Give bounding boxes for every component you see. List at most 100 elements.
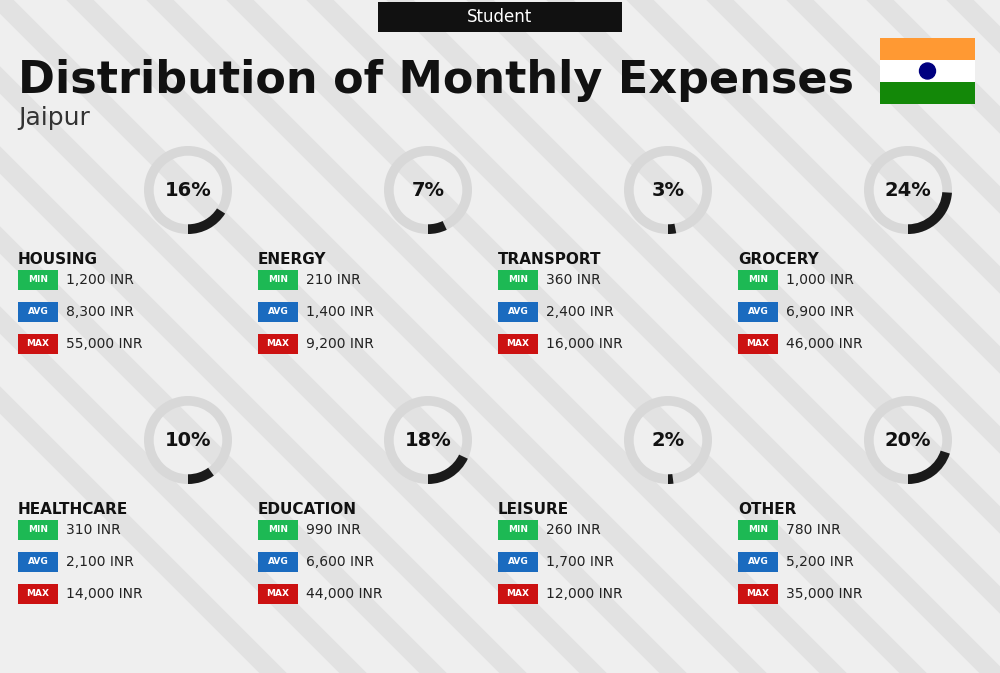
FancyBboxPatch shape — [498, 584, 538, 604]
Text: AVG: AVG — [28, 557, 48, 567]
Text: TRANSPORT: TRANSPORT — [498, 252, 602, 267]
FancyBboxPatch shape — [738, 270, 778, 290]
FancyBboxPatch shape — [738, 584, 778, 604]
FancyBboxPatch shape — [18, 520, 58, 540]
Wedge shape — [144, 146, 232, 234]
Text: MIN: MIN — [28, 526, 48, 534]
Text: MAX: MAX — [266, 339, 290, 349]
Text: 16,000 INR: 16,000 INR — [546, 337, 623, 351]
Wedge shape — [428, 455, 468, 484]
Text: 24%: 24% — [885, 180, 931, 199]
Text: AVG: AVG — [508, 557, 528, 567]
Text: GROCERY: GROCERY — [738, 252, 819, 267]
Wedge shape — [188, 468, 214, 484]
FancyBboxPatch shape — [18, 270, 58, 290]
Text: 18%: 18% — [405, 431, 451, 450]
Text: Distribution of Monthly Expenses: Distribution of Monthly Expenses — [18, 59, 854, 102]
FancyBboxPatch shape — [498, 334, 538, 354]
FancyBboxPatch shape — [880, 82, 975, 104]
Text: 310 INR: 310 INR — [66, 523, 121, 537]
Text: ENERGY: ENERGY — [258, 252, 326, 267]
Text: Jaipur: Jaipur — [18, 106, 90, 130]
Text: 5,200 INR: 5,200 INR — [786, 555, 854, 569]
Text: MAX: MAX — [266, 590, 290, 598]
Text: MAX: MAX — [507, 339, 530, 349]
Text: 20%: 20% — [885, 431, 931, 450]
Text: 3%: 3% — [652, 180, 684, 199]
Text: 780 INR: 780 INR — [786, 523, 841, 537]
FancyBboxPatch shape — [738, 520, 778, 540]
Text: 1,000 INR: 1,000 INR — [786, 273, 854, 287]
Text: MIN: MIN — [268, 526, 288, 534]
Wedge shape — [188, 209, 225, 234]
Wedge shape — [668, 474, 674, 484]
Wedge shape — [908, 192, 952, 234]
Text: MAX: MAX — [507, 590, 530, 598]
Text: 7%: 7% — [412, 180, 444, 199]
Text: 360 INR: 360 INR — [546, 273, 601, 287]
FancyBboxPatch shape — [498, 302, 538, 322]
Wedge shape — [624, 396, 712, 484]
Wedge shape — [428, 221, 447, 234]
Text: MAX: MAX — [26, 590, 50, 598]
FancyBboxPatch shape — [880, 38, 975, 60]
Text: MAX: MAX — [746, 339, 770, 349]
Text: 1,200 INR: 1,200 INR — [66, 273, 134, 287]
FancyBboxPatch shape — [498, 552, 538, 572]
Text: MIN: MIN — [268, 275, 288, 285]
FancyBboxPatch shape — [738, 302, 778, 322]
FancyBboxPatch shape — [258, 334, 298, 354]
Text: MAX: MAX — [746, 590, 770, 598]
Text: AVG: AVG — [748, 308, 768, 316]
Text: AVG: AVG — [28, 308, 48, 316]
Text: 210 INR: 210 INR — [306, 273, 361, 287]
Text: 2,100 INR: 2,100 INR — [66, 555, 134, 569]
Text: 9,200 INR: 9,200 INR — [306, 337, 374, 351]
Wedge shape — [908, 451, 950, 484]
Text: 260 INR: 260 INR — [546, 523, 601, 537]
Text: 55,000 INR: 55,000 INR — [66, 337, 143, 351]
Text: MIN: MIN — [748, 275, 768, 285]
Text: MIN: MIN — [508, 275, 528, 285]
FancyBboxPatch shape — [378, 2, 622, 32]
Text: MAX: MAX — [26, 339, 50, 349]
Text: 44,000 INR: 44,000 INR — [306, 587, 382, 601]
FancyBboxPatch shape — [18, 584, 58, 604]
FancyBboxPatch shape — [258, 552, 298, 572]
Text: AVG: AVG — [268, 308, 288, 316]
Text: 10%: 10% — [165, 431, 211, 450]
FancyBboxPatch shape — [258, 584, 298, 604]
Wedge shape — [384, 396, 472, 484]
Wedge shape — [624, 146, 712, 234]
Text: AVG: AVG — [268, 557, 288, 567]
Text: 8,300 INR: 8,300 INR — [66, 305, 134, 319]
FancyBboxPatch shape — [498, 520, 538, 540]
Wedge shape — [384, 146, 472, 234]
Text: LEISURE: LEISURE — [498, 502, 569, 517]
Text: MIN: MIN — [28, 275, 48, 285]
Text: 6,900 INR: 6,900 INR — [786, 305, 854, 319]
Text: HEALTHCARE: HEALTHCARE — [18, 502, 128, 517]
Text: 2,400 INR: 2,400 INR — [546, 305, 614, 319]
Text: 12,000 INR: 12,000 INR — [546, 587, 623, 601]
Text: 6,600 INR: 6,600 INR — [306, 555, 374, 569]
Wedge shape — [864, 396, 952, 484]
Text: 46,000 INR: 46,000 INR — [786, 337, 863, 351]
Wedge shape — [864, 146, 952, 234]
Text: 2%: 2% — [651, 431, 685, 450]
FancyBboxPatch shape — [498, 270, 538, 290]
Text: AVG: AVG — [508, 308, 528, 316]
Text: 990 INR: 990 INR — [306, 523, 361, 537]
Wedge shape — [668, 223, 676, 234]
Wedge shape — [144, 396, 232, 484]
Text: 1,400 INR: 1,400 INR — [306, 305, 374, 319]
Text: AVG: AVG — [748, 557, 768, 567]
Text: 35,000 INR: 35,000 INR — [786, 587, 862, 601]
FancyBboxPatch shape — [18, 334, 58, 354]
FancyBboxPatch shape — [880, 60, 975, 82]
Text: Student: Student — [467, 8, 533, 26]
FancyBboxPatch shape — [258, 302, 298, 322]
Text: OTHER: OTHER — [738, 502, 796, 517]
Text: 14,000 INR: 14,000 INR — [66, 587, 143, 601]
Text: 1,700 INR: 1,700 INR — [546, 555, 614, 569]
